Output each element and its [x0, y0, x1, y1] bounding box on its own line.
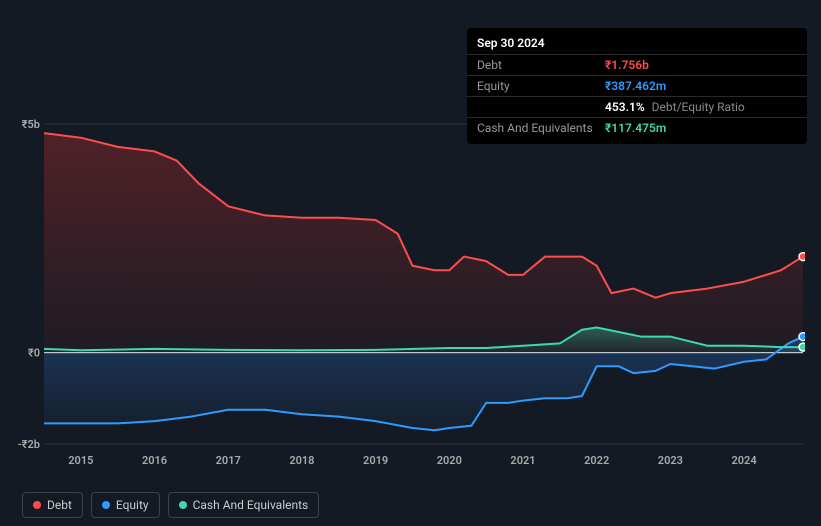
tooltip-date: Sep 30 2024 — [467, 34, 807, 54]
svg-text:-₹2b: -₹2b — [18, 438, 40, 451]
legend-dot — [102, 501, 110, 509]
tooltip-row: Equity₹387.462m — [467, 75, 807, 96]
legend-label: Debt — [47, 498, 72, 512]
legend-dot — [33, 501, 41, 509]
tooltip-row: 453.1% Debt/Equity Ratio — [467, 96, 807, 117]
svg-text:2024: 2024 — [731, 454, 756, 467]
svg-text:2022: 2022 — [584, 454, 609, 467]
tooltip-label — [477, 100, 605, 114]
legend-dot — [179, 501, 187, 509]
legend-label: Equity — [116, 498, 149, 512]
point-tooltip: Sep 30 2024 Debt₹1.756bEquity₹387.462m45… — [467, 28, 807, 144]
svg-text:2018: 2018 — [289, 454, 314, 467]
tooltip-value: 453.1% Debt/Equity Ratio — [605, 100, 745, 114]
tooltip-row: Debt₹1.756b — [467, 54, 807, 75]
tooltip-value: ₹387.462m — [605, 79, 666, 93]
legend-item[interactable]: Debt — [22, 492, 83, 518]
legend-item[interactable]: Cash And Equivalents — [168, 492, 320, 518]
tooltip-label: Equity — [477, 79, 605, 93]
tooltip-value: ₹117.475m — [605, 121, 666, 135]
legend: Debt Equity Cash And Equivalents — [22, 492, 319, 518]
svg-text:2015: 2015 — [68, 454, 93, 467]
tooltip-label: Cash And Equivalents — [477, 121, 605, 135]
svg-text:₹0: ₹0 — [28, 347, 40, 360]
svg-text:2021: 2021 — [510, 454, 535, 467]
svg-text:₹5b: ₹5b — [22, 118, 40, 131]
tooltip-label: Debt — [477, 58, 605, 72]
svg-text:2020: 2020 — [437, 454, 462, 467]
legend-label: Cash And Equivalents — [193, 498, 309, 512]
legend-item[interactable]: Equity — [91, 492, 160, 518]
svg-text:2016: 2016 — [142, 454, 167, 467]
svg-text:2017: 2017 — [216, 454, 241, 467]
svg-text:2023: 2023 — [658, 454, 683, 467]
svg-text:2019: 2019 — [363, 454, 388, 467]
tooltip-value: ₹1.756b — [605, 58, 649, 72]
tooltip-row: Cash And Equivalents₹117.475m — [467, 117, 807, 138]
debt-equity-chart: ₹5b ₹0 -₹2b 2015 2016 2017 2018 2019 2020 2021 202… — [16, 118, 805, 478]
